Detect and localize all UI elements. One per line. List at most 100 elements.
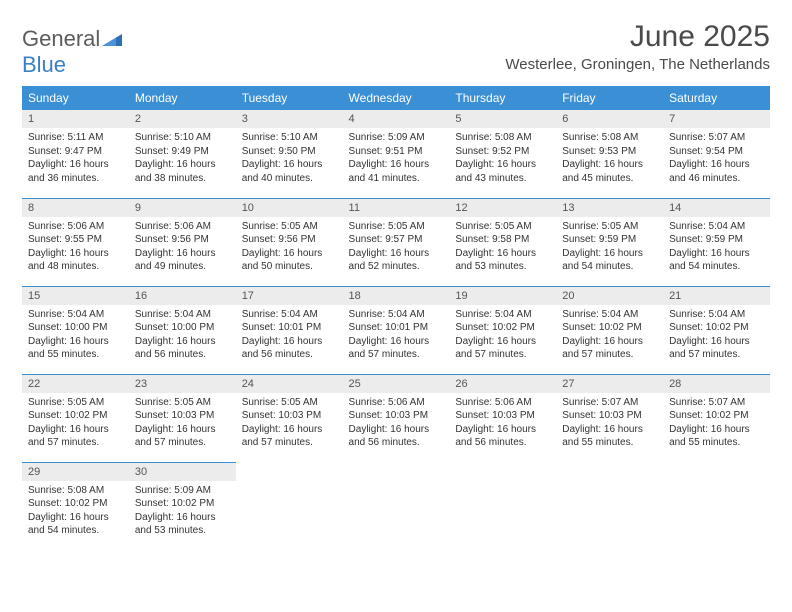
- day-number: 7: [663, 110, 770, 128]
- sunrise-line: Sunrise: 5:08 AM: [455, 131, 550, 145]
- day-details: Sunrise: 5:07 AMSunset: 10:03 PMDaylight…: [556, 393, 663, 456]
- calendar-week-row: 29Sunrise: 5:08 AMSunset: 10:02 PMDaylig…: [22, 462, 770, 550]
- sunrise-line: Sunrise: 5:05 AM: [242, 396, 337, 410]
- day-details: Sunrise: 5:11 AMSunset: 9:47 PMDaylight:…: [22, 128, 129, 191]
- daylight-line: Daylight: 16 hours and 54 minutes.: [669, 247, 764, 274]
- weekday-header-row: Sunday Monday Tuesday Wednesday Thursday…: [22, 86, 770, 110]
- day-details: Sunrise: 5:04 AMSunset: 10:00 PMDaylight…: [129, 305, 236, 368]
- day-details: Sunrise: 5:09 AMSunset: 10:02 PMDaylight…: [129, 481, 236, 544]
- day-details: Sunrise: 5:08 AMSunset: 10:02 PMDaylight…: [22, 481, 129, 544]
- day-number: 26: [449, 375, 556, 393]
- sunrise-line: Sunrise: 5:06 AM: [455, 396, 550, 410]
- day-details: Sunrise: 5:06 AMSunset: 9:56 PMDaylight:…: [129, 217, 236, 280]
- day-details: Sunrise: 5:10 AMSunset: 9:50 PMDaylight:…: [236, 128, 343, 191]
- sunrise-line: Sunrise: 5:05 AM: [28, 396, 123, 410]
- daylight-line: Daylight: 16 hours and 41 minutes.: [349, 158, 444, 185]
- daylight-line: Daylight: 16 hours and 57 minutes.: [135, 423, 230, 450]
- sunrise-line: Sunrise: 5:04 AM: [135, 308, 230, 322]
- sunrise-line: Sunrise: 5:05 AM: [455, 220, 550, 234]
- daylight-line: Daylight: 16 hours and 56 minutes.: [242, 335, 337, 362]
- sunset-line: Sunset: 9:47 PM: [28, 145, 123, 159]
- day-number: 14: [663, 199, 770, 217]
- logo-triangle-icon: [102, 33, 122, 50]
- daylight-line: Daylight: 16 hours and 54 minutes.: [562, 247, 657, 274]
- sunset-line: Sunset: 9:54 PM: [669, 145, 764, 159]
- day-number: 10: [236, 199, 343, 217]
- sunrise-line: Sunrise: 5:04 AM: [669, 220, 764, 234]
- sunset-line: Sunset: 9:52 PM: [455, 145, 550, 159]
- daylight-line: Daylight: 16 hours and 57 minutes.: [562, 335, 657, 362]
- sunset-line: Sunset: 9:55 PM: [28, 233, 123, 247]
- day-number: 22: [22, 375, 129, 393]
- calendar-day-cell: 26Sunrise: 5:06 AMSunset: 10:03 PMDaylig…: [449, 374, 556, 462]
- day-details: Sunrise: 5:04 AMSunset: 10:00 PMDaylight…: [22, 305, 129, 368]
- sunrise-line: Sunrise: 5:06 AM: [135, 220, 230, 234]
- sunrise-line: Sunrise: 5:04 AM: [349, 308, 444, 322]
- sunrise-line: Sunrise: 5:05 AM: [135, 396, 230, 410]
- day-number: 12: [449, 199, 556, 217]
- calendar-day-cell: 1Sunrise: 5:11 AMSunset: 9:47 PMDaylight…: [22, 110, 129, 198]
- calendar-day-cell: 20Sunrise: 5:04 AMSunset: 10:02 PMDaylig…: [556, 286, 663, 374]
- day-number: 28: [663, 375, 770, 393]
- day-number: 3: [236, 110, 343, 128]
- day-details: Sunrise: 5:05 AMSunset: 10:03 PMDaylight…: [129, 393, 236, 456]
- calendar-week-row: 22 Sunrise: 5:05 AM Sunset: 10:02 PM Daylig…: [22, 374, 770, 462]
- day-number: 21: [663, 287, 770, 305]
- header: General Blue June 2025 Westerlee, Gronin…: [22, 20, 770, 78]
- day-details: Sunrise: 5:07 AMSunset: 9:54 PMDaylight:…: [663, 128, 770, 191]
- day-number: 24: [236, 375, 343, 393]
- calendar-day-cell: 13Sunrise: 5:05 AMSunset: 9:59 PMDayligh…: [556, 198, 663, 286]
- day-details: Sunrise: 5:04 AMSunset: 10:02 PMDaylight…: [663, 305, 770, 368]
- day-details: Sunrise: 5:05 AMSunset: 10:03 PMDaylight…: [236, 393, 343, 456]
- sunset-line: Sunset: 10:03 PM: [242, 409, 337, 423]
- calendar-day-cell: 8Sunrise: 5:06 AMSunset: 9:55 PMDaylight…: [22, 198, 129, 286]
- sunset-line: Sunset: 10:03 PM: [349, 409, 444, 423]
- calendar-day-cell: [236, 462, 343, 550]
- day-number: 6: [556, 110, 663, 128]
- calendar-week-row: 1Sunrise: 5:11 AMSunset: 9:47 PMDaylight…: [22, 110, 770, 198]
- day-details: Sunrise: 5:06 AMSunset: 9:55 PMDaylight:…: [22, 217, 129, 280]
- day-details: Sunrise: 5:05 AMSunset: 9:59 PMDaylight:…: [556, 217, 663, 280]
- calendar-day-cell: 14Sunrise: 5:04 AMSunset: 9:59 PMDayligh…: [663, 198, 770, 286]
- sunrise-line: Sunrise: 5:08 AM: [562, 131, 657, 145]
- logo: General Blue: [22, 20, 122, 78]
- sunset-line: Sunset: 10:02 PM: [562, 321, 657, 335]
- calendar-day-cell: [556, 462, 663, 550]
- calendar-day-cell: 2Sunrise: 5:10 AMSunset: 9:49 PMDaylight…: [129, 110, 236, 198]
- day-details: Sunrise: 5:04 AMSunset: 10:02 PMDaylight…: [449, 305, 556, 368]
- sunset-line: Sunset: 9:50 PM: [242, 145, 337, 159]
- daylight-line: Daylight: 16 hours and 56 minutes.: [455, 423, 550, 450]
- day-details: Sunrise: 5:04 AMSunset: 10:01 PMDaylight…: [343, 305, 450, 368]
- weekday-header: Monday: [129, 86, 236, 110]
- daylight-line: Daylight: 16 hours and 53 minutes.: [135, 511, 230, 538]
- calendar-day-cell: [449, 462, 556, 550]
- calendar-day-cell: [663, 462, 770, 550]
- day-number: 4: [343, 110, 450, 128]
- sunset-line: Sunset: 10:00 PM: [135, 321, 230, 335]
- sunset-line: Sunset: 10:00 PM: [28, 321, 123, 335]
- day-details: Sunrise: 5:04 AMSunset: 10:02 PMDaylight…: [556, 305, 663, 368]
- day-details: Sunrise: 5:08 AMSunset: 9:52 PMDaylight:…: [449, 128, 556, 191]
- day-number: 16: [129, 287, 236, 305]
- daylight-line: Daylight: 16 hours and 49 minutes.: [135, 247, 230, 274]
- sunrise-line: Sunrise: 5:04 AM: [455, 308, 550, 322]
- day-number: 1: [22, 110, 129, 128]
- weekday-header: Sunday: [22, 86, 129, 110]
- sunset-line: Sunset: 10:01 PM: [242, 321, 337, 335]
- day-number: 13: [556, 199, 663, 217]
- calendar-day-cell: 25Sunrise: 5:06 AMSunset: 10:03 PMDaylig…: [343, 374, 450, 462]
- sunset-line: Sunset: 10:02 PM: [455, 321, 550, 335]
- day-number: 20: [556, 287, 663, 305]
- day-number: 5: [449, 110, 556, 128]
- daylight-line: Daylight: 16 hours and 48 minutes.: [28, 247, 123, 274]
- calendar-day-cell: 5Sunrise: 5:08 AMSunset: 9:52 PMDaylight…: [449, 110, 556, 198]
- sunset-line: Sunset: 9:56 PM: [135, 233, 230, 247]
- daylight-line: Daylight: 16 hours and 36 minutes.: [28, 158, 123, 185]
- day-details: Sunrise: 5:06 AMSunset: 10:03 PMDaylight…: [343, 393, 450, 456]
- sunrise-line: Sunrise: 5:08 AM: [28, 484, 123, 498]
- sunset-line: Sunset: 9:59 PM: [562, 233, 657, 247]
- sunset-line: Sunset: 10:02 PM: [669, 409, 764, 423]
- sunrise-line: Sunrise: 5:05 AM: [242, 220, 337, 234]
- sunrise-line: Sunrise: 5:07 AM: [669, 396, 764, 410]
- sunrise-line: Sunrise: 5:10 AM: [242, 131, 337, 145]
